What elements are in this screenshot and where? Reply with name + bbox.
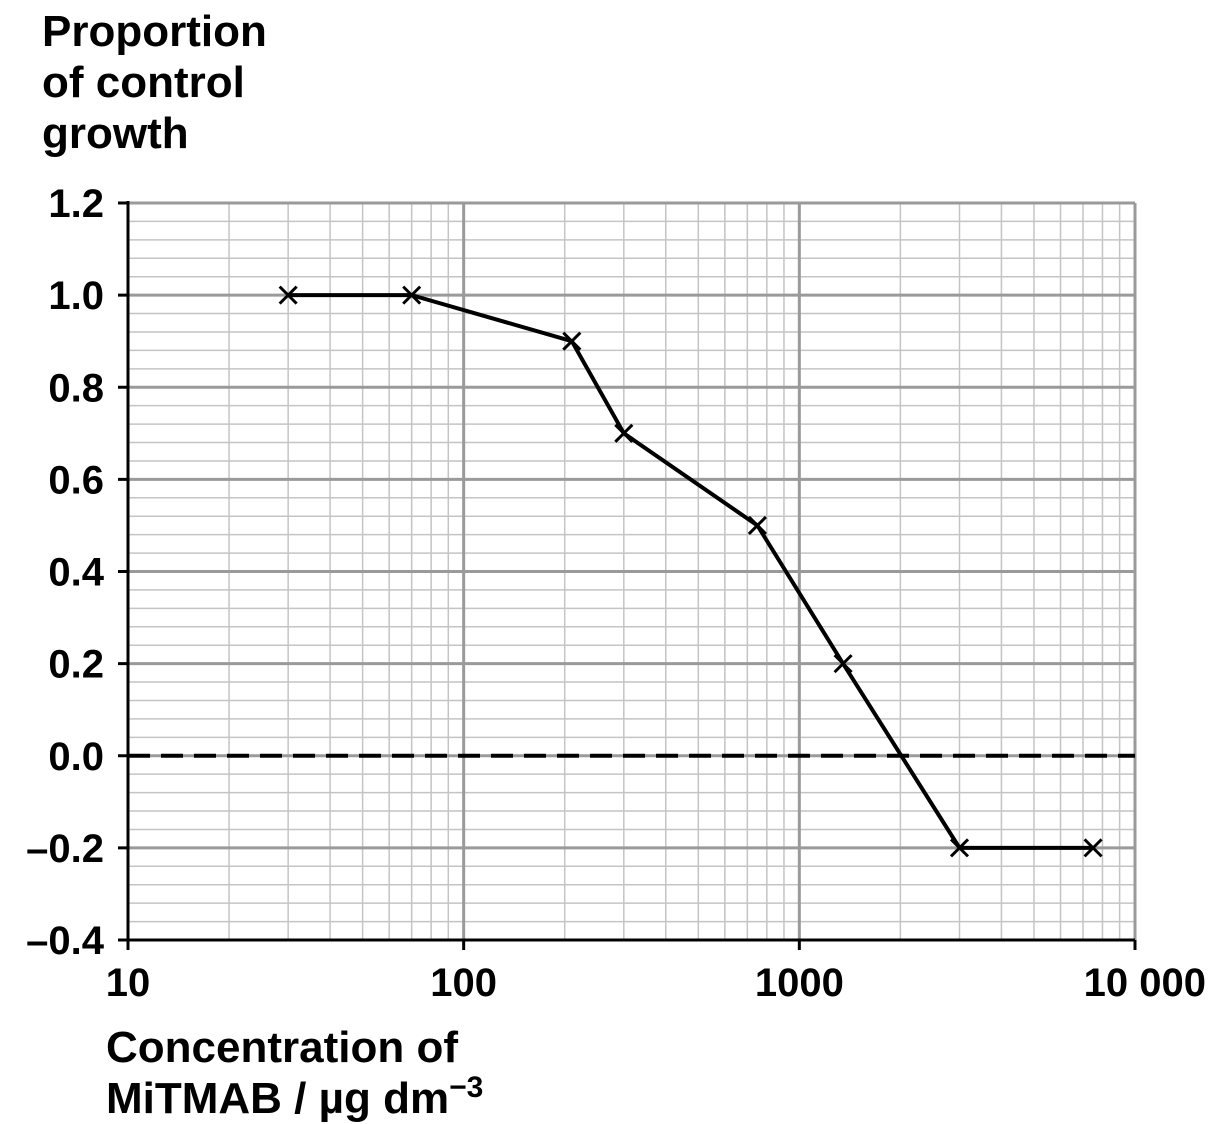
x-axis-title-line-1: Concentration of: [106, 1023, 458, 1072]
data-series: [278, 285, 1103, 858]
tick-labels: 1.2 1.0 0.8 0.6 0.4 0.2 0.0 –0.2 –0.410 100 1000 10…: [26, 182, 1206, 1005]
marker-stroke: [562, 331, 582, 351]
marker-stroke: [949, 838, 970, 858]
y-tick-label: 0.6: [48, 458, 104, 502]
data-point-marker: [1083, 838, 1103, 858]
x-axis-title-line-2: MiTMAB / µg dm−3: [106, 1073, 483, 1124]
data-point-marker: [278, 285, 298, 305]
y-tick-label: 0.2: [48, 643, 104, 687]
x-axis-title-superscript: −3: [449, 1071, 484, 1104]
grid: [126, 201, 1137, 942]
data-point-marker: [747, 515, 767, 535]
marker-stroke: [278, 285, 298, 305]
marker-stroke: [833, 654, 853, 674]
y-axis-title-line-2: of control: [42, 58, 245, 107]
y-tick-label: 0.8: [48, 366, 104, 410]
y-axis-title-line-3: growth: [42, 109, 189, 158]
marker-stroke: [614, 423, 634, 443]
axes: [118, 201, 1137, 950]
marker-stroke: [402, 285, 422, 305]
data-point-marker: [614, 423, 634, 443]
x-axis-title-main: MiTMAB / µg dm: [106, 1074, 450, 1123]
y-tick-label: –0.4: [26, 919, 105, 963]
y-tick-label: 0.4: [48, 551, 104, 595]
y-tick-label: 1.0: [48, 274, 104, 318]
data-point-marker: [562, 331, 582, 351]
data-point-marker: [949, 838, 970, 858]
x-tick-label: 1000: [755, 961, 844, 1005]
y-axis-title-line-1: Proportion: [42, 7, 267, 56]
x-tick-label: 10 000: [1084, 961, 1206, 1005]
x-tick-label: 100: [430, 961, 497, 1005]
x-axis-title: Concentration of MiTMAB / µg dm−3: [106, 1022, 483, 1124]
data-point-marker: [402, 285, 422, 305]
marker-stroke: [747, 515, 767, 535]
data-point-marker: [833, 654, 853, 674]
marker-stroke: [1083, 838, 1103, 858]
y-tick-label: 0.0: [48, 735, 104, 779]
y-tick-label: 1.2: [48, 182, 104, 226]
x-tick-label: 10: [106, 961, 151, 1005]
y-axis-title: Proportion of control growth: [42, 6, 267, 159]
series-line: [288, 293, 1094, 850]
y-tick-label: –0.2: [26, 827, 104, 871]
